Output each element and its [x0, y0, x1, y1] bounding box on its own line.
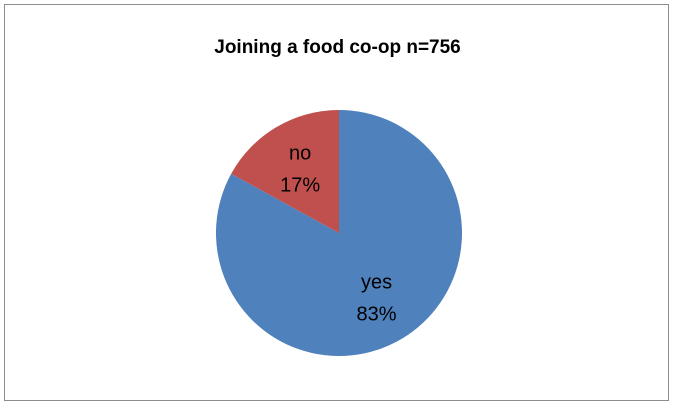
chart-title: Joining a food co-op n=756 [214, 37, 461, 58]
chart-frame: Joining a food co-op n=756 yes 83% no 17% [4, 4, 669, 401]
pie-chart: yes 83% no 17% [216, 110, 462, 356]
slice-value-yes: 83% [357, 304, 397, 326]
slice-label-yes: yes [361, 272, 392, 294]
pie-slice-no [231, 110, 339, 233]
pie-labels: yes 83% no 17% [280, 142, 397, 325]
slice-label-no: no [289, 142, 311, 164]
slice-value-no: 17% [280, 174, 320, 196]
pie-slices [216, 110, 462, 356]
